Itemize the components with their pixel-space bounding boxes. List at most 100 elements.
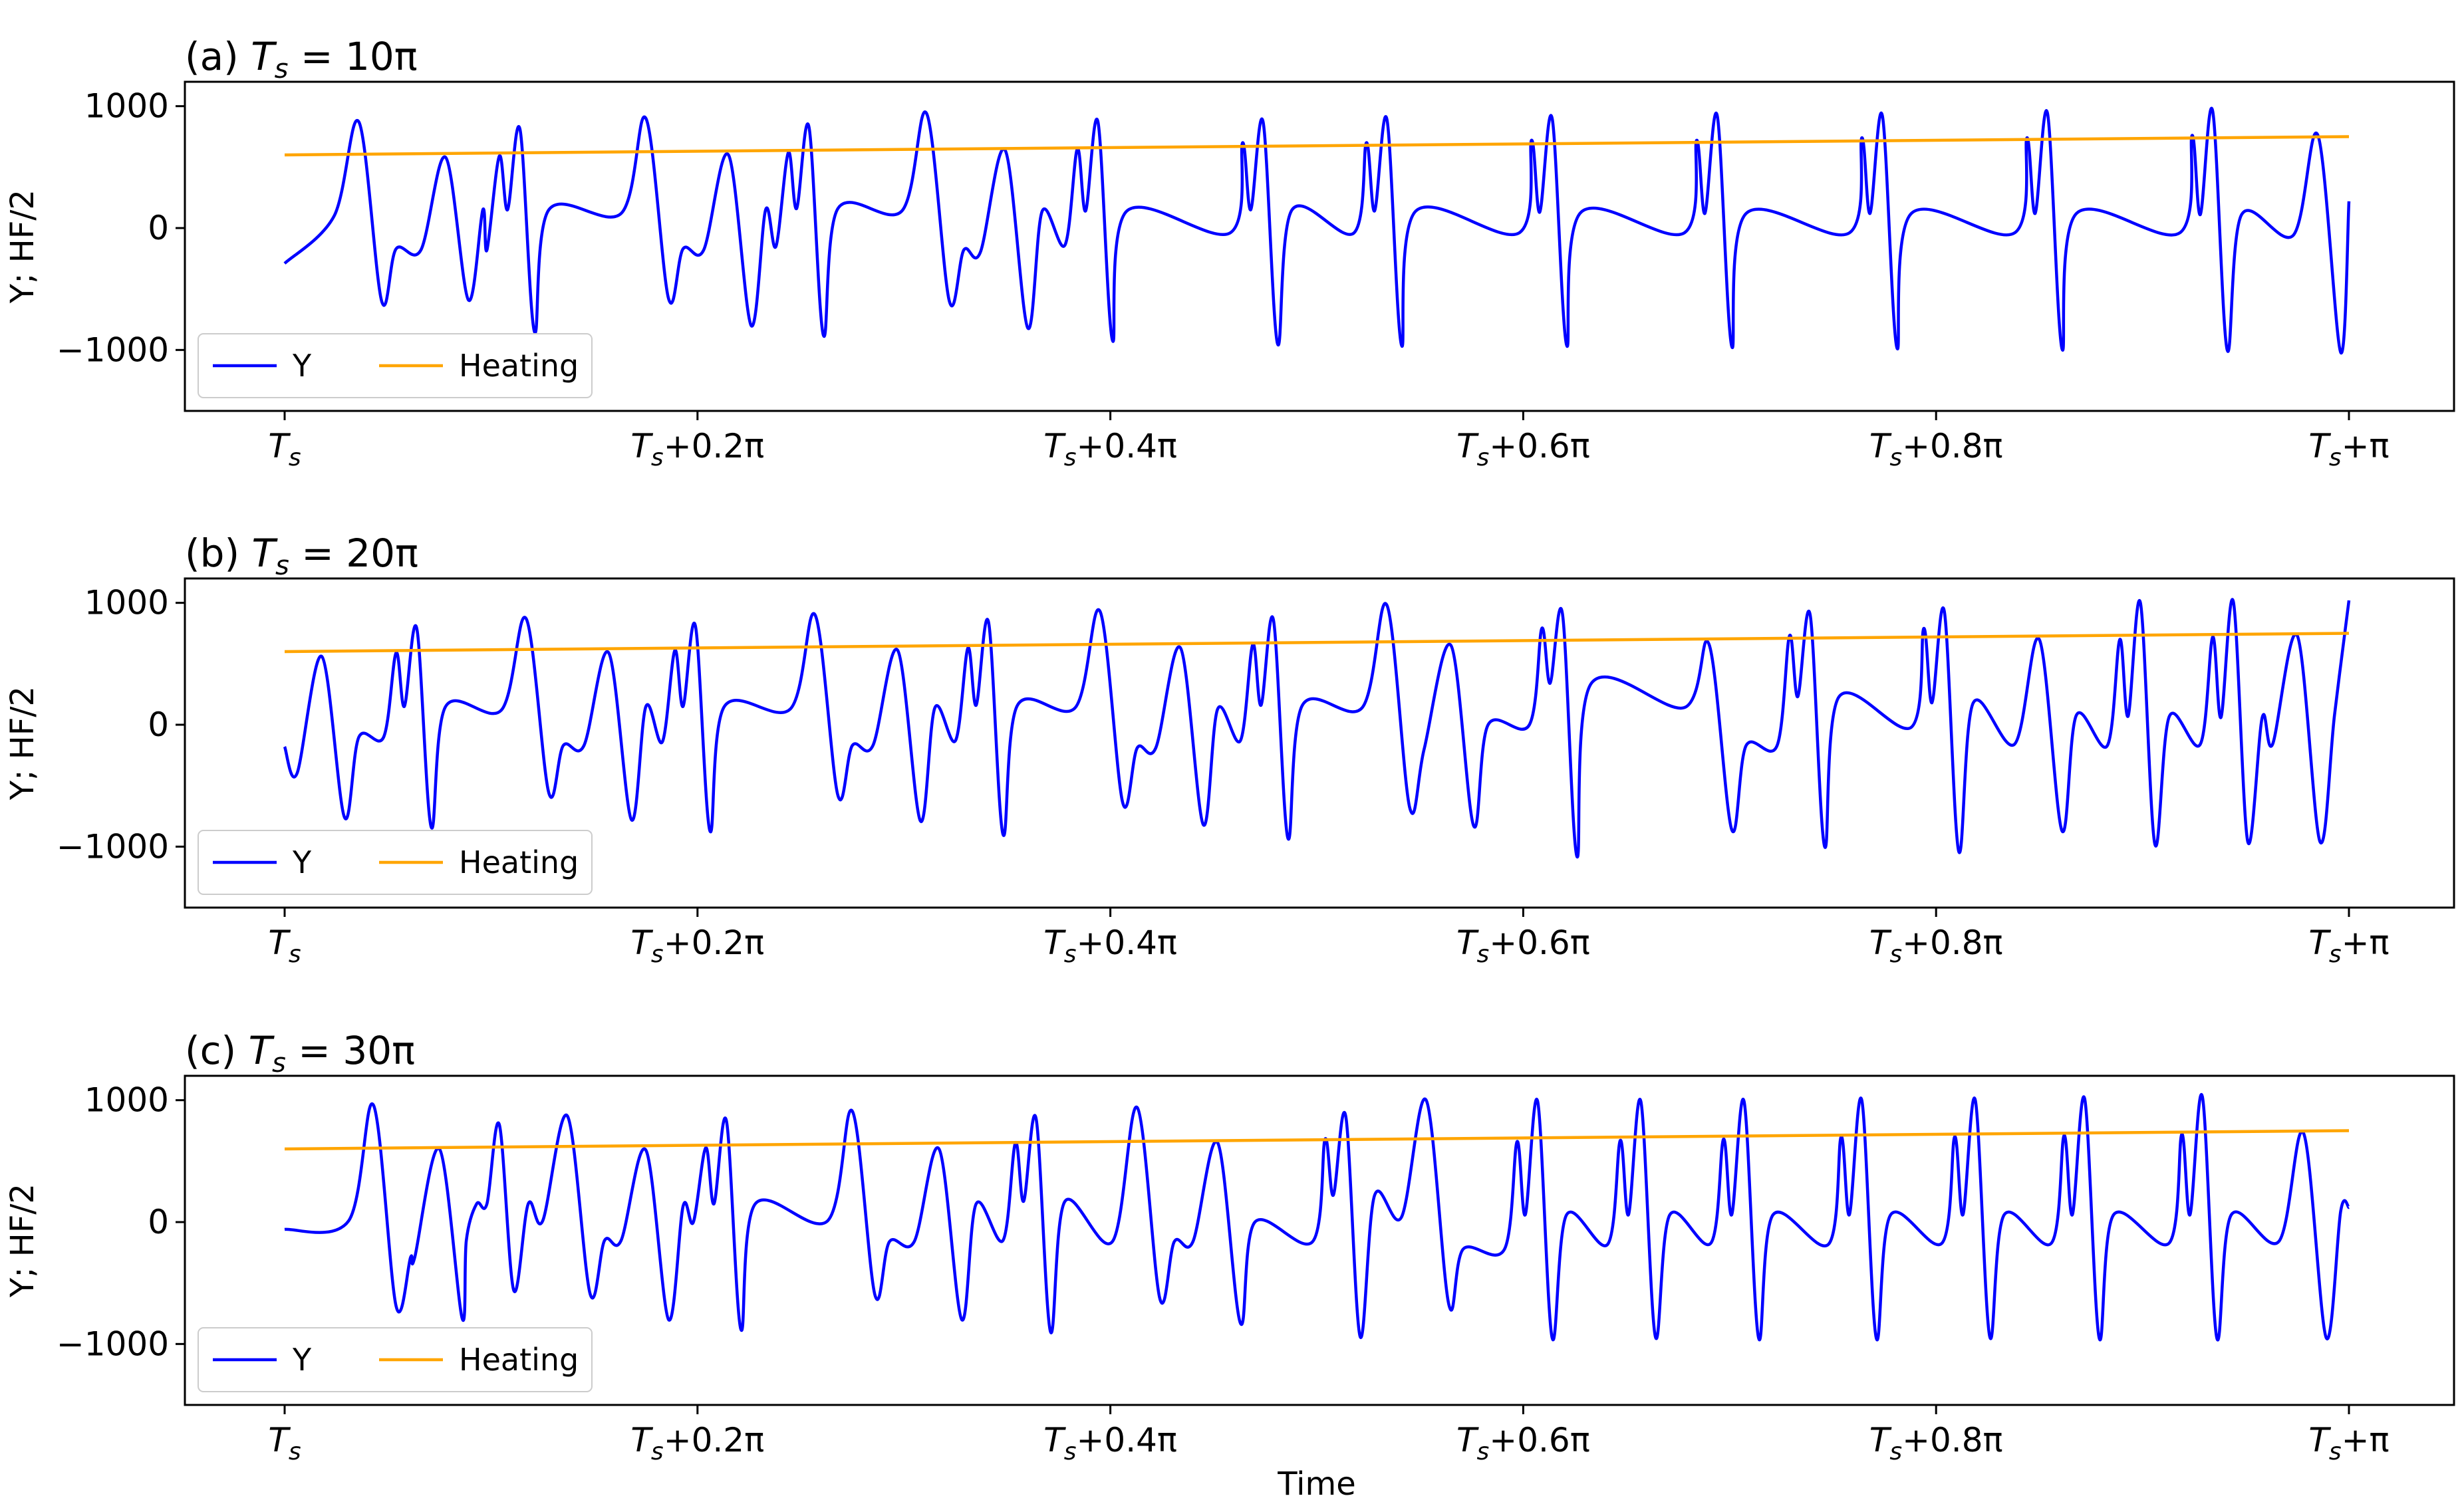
legend: Y Heating (198, 333, 593, 398)
title-subscript: s (275, 54, 289, 84)
y-tick-label: −1000 (57, 827, 169, 866)
series-line-heating (284, 135, 2350, 157)
chart-title: (c) Ts = 30π (185, 1028, 415, 1078)
x-tick-subscript: s (651, 444, 664, 471)
x-tick-subscript: s (2329, 941, 2342, 968)
series-line-y (284, 1092, 2351, 1342)
x-tick-suffix: +0.8π (1902, 427, 2003, 465)
x-tick-subscript: s (289, 941, 301, 968)
legend-label-heating: Heating (459, 844, 579, 880)
x-tick-suffix: +0.2π (664, 924, 765, 962)
x-tick-base: T (630, 427, 653, 465)
x-tick-suffix: +0.6π (1489, 427, 1590, 465)
legend-label-y: Y (292, 1342, 312, 1378)
legend: Y Heating (198, 830, 593, 895)
x-tick-subscript: s (651, 941, 664, 968)
y-axis-label: Y; HF/2 (4, 189, 41, 304)
x-tick-suffix: +π (2342, 1421, 2390, 1459)
x-tick-subscript: s (1889, 444, 1902, 471)
x-tick-suffix: +0.8π (1902, 924, 2003, 962)
y-axis-label: Y; HF/2 (4, 1184, 41, 1298)
x-tick-suffix: +π (2342, 924, 2390, 962)
x-tick-label: Ts+π (2308, 1421, 2389, 1465)
x-tick-subscript: s (1477, 444, 1490, 471)
x-tick-base: T (1456, 427, 1479, 465)
x-tick-base: T (1043, 924, 1066, 962)
x-tick-base: T (2308, 924, 2331, 962)
legend-label-y: Y (292, 844, 312, 880)
series-line-y (283, 106, 2351, 354)
legend-label-y: Y (292, 348, 312, 384)
x-tick-base: T (268, 427, 291, 465)
x-tick-suffix: +π (2342, 427, 2390, 465)
x-tick-subscript: s (289, 1438, 301, 1465)
y-tick-label: 0 (148, 209, 169, 247)
y-tick-label: 1000 (84, 1081, 169, 1120)
x-tick-subscript: s (2329, 444, 2342, 471)
series-line-y (283, 598, 2351, 858)
x-tick-label: Ts (268, 427, 301, 471)
x-tick-subscript: s (2329, 1438, 2342, 1465)
x-tick-suffix: +0.2π (664, 427, 765, 465)
x-tick-base: T (1869, 1421, 1892, 1459)
title-variable: T (251, 34, 277, 79)
y-tick-label: 0 (148, 705, 169, 744)
x-axis-label: Time (1277, 1465, 1355, 1503)
x-tick-suffix: +0.4π (1076, 427, 1177, 465)
x-tick-subscript: s (1477, 1438, 1490, 1465)
x-tick-base: T (1869, 924, 1892, 962)
x-tick-label: Ts (268, 1421, 301, 1465)
y-tick-label: 1000 (84, 584, 169, 622)
x-tick-suffix: +0.6π (1489, 1421, 1590, 1459)
y-tick-label: −1000 (57, 330, 169, 369)
y-axis-label: Y; HF/2 (4, 686, 41, 801)
x-tick-base: T (630, 1421, 653, 1459)
x-tick-suffix: +0.6π (1489, 924, 1590, 962)
x-tick-base: T (630, 924, 653, 962)
x-tick-label: Ts+0.6π (1456, 427, 1590, 471)
x-tick-subscript: s (289, 444, 301, 471)
legend-label-heating: Heating (459, 1342, 579, 1378)
legend: Y Heating (198, 1327, 593, 1392)
x-tick-label: Ts+0.4π (1043, 427, 1177, 471)
x-tick-label: Ts+0.6π (1456, 1421, 1590, 1465)
x-tick-subscript: s (1477, 941, 1490, 968)
x-tick-subscript: s (1064, 941, 1077, 968)
x-tick-label: Ts+0.4π (1043, 1421, 1177, 1465)
x-tick-label: Ts+0.8π (1869, 427, 2003, 471)
x-tick-base: T (1456, 1421, 1479, 1459)
x-tick-label: Ts (268, 924, 301, 968)
plot-frame (184, 1074, 2455, 1406)
title-subscript: s (275, 551, 289, 581)
legend-label-heating: Heating (459, 348, 579, 384)
y-tick-label: 1000 (84, 87, 169, 126)
x-tick-label: Ts+0.6π (1456, 924, 1590, 968)
x-tick-label: Ts+0.4π (1043, 924, 1177, 968)
x-tick-base: T (1043, 1421, 1066, 1459)
title-value: = 30π (286, 1028, 415, 1073)
y-tick-label: −1000 (57, 1324, 169, 1363)
chart-title: (b) Ts = 20π (185, 531, 418, 581)
y-tick-label: 0 (148, 1203, 169, 1241)
x-tick-base: T (268, 1421, 291, 1459)
x-tick-base: T (2308, 427, 2331, 465)
x-tick-label: Ts+π (2308, 427, 2389, 471)
x-tick-suffix: +0.2π (664, 1421, 765, 1459)
x-tick-label: Ts+0.8π (1869, 924, 2003, 968)
x-tick-subscript: s (1889, 1438, 1902, 1465)
series-line-heating (284, 632, 2350, 654)
x-tick-label: Ts+π (2308, 924, 2389, 968)
x-tick-base: T (1043, 427, 1066, 465)
plot-frame (184, 80, 2455, 412)
title-subscript: s (272, 1048, 286, 1078)
x-tick-label: Ts+0.8π (1869, 1421, 2003, 1465)
x-tick-label: Ts+0.2π (630, 1421, 764, 1465)
title-panel-label: (b) (185, 531, 252, 576)
chart-title: (a) Ts = 10π (185, 34, 418, 84)
x-tick-label: Ts+0.2π (630, 427, 764, 471)
